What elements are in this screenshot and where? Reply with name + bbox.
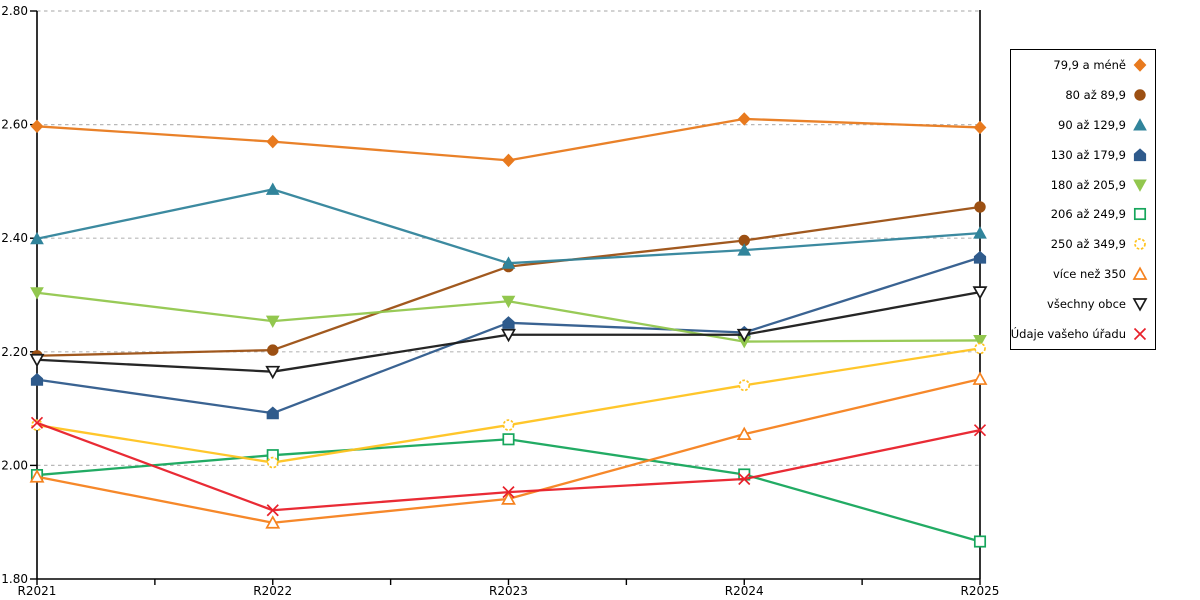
legend-marker-square-icon — [1133, 208, 1147, 221]
x-tick-label: R2022 — [253, 584, 292, 598]
series-7-marker-circle-dashed-icon — [974, 342, 986, 355]
series-3-marker-triangle-up-icon — [737, 243, 752, 256]
legend-marker-diamond-icon — [1133, 58, 1147, 72]
series-3-marker-triangle-up-icon — [973, 226, 987, 239]
legend-item-10: Údaje vašeho úřadu — [1011, 319, 1155, 349]
series-8-marker-triangle-up-icon — [972, 371, 988, 385]
series-1-marker-diamond-icon — [973, 120, 987, 135]
y-tick-label: 2.60 — [1, 118, 28, 132]
series-10-marker-x-icon — [973, 424, 987, 437]
series-5-marker-triangle-down-icon — [973, 334, 987, 348]
series-10-marker-x-icon — [738, 472, 751, 486]
legend-marker-square-glyph — [1133, 208, 1147, 221]
series-line-7 — [35, 347, 982, 464]
legend-label: více než 350 — [1052, 267, 1126, 282]
legend-item-8: více než 350 — [1011, 259, 1155, 289]
series-9-marker-triangle-down-icon — [501, 328, 516, 343]
legend-marker-diamond-glyph — [1133, 58, 1147, 72]
legend-marker-pentagon-glyph — [1133, 147, 1147, 161]
series-4-marker-pentagon-icon — [266, 406, 279, 420]
legend-marker-pentagon-icon — [1133, 147, 1147, 161]
series-1-marker-diamond-icon — [737, 112, 751, 126]
series-2-marker-circle-icon — [974, 201, 986, 213]
series-1-marker-diamond-icon — [266, 134, 280, 149]
legend-label: 250 až 349,9 — [1050, 237, 1126, 252]
legend-label: 90 až 129,9 — [1058, 117, 1126, 132]
series-7-marker-circle-dashed-icon — [502, 419, 515, 431]
legend-label: všechny obce — [1047, 297, 1126, 312]
series-4-marker-pentagon-icon — [973, 250, 987, 264]
legend: 79,9 a méně 80 až 89,9 90 až 129,9 130 až 1… — [1010, 49, 1156, 350]
y-tick-label: 2.00 — [1, 458, 28, 472]
series-3-marker-triangle-up-icon — [265, 182, 280, 195]
series-9-marker-triangle-down-icon — [736, 328, 752, 343]
legend-item-2: 80 až 89,9 — [1011, 80, 1155, 110]
legend-item-1: 79,9 a méně — [1011, 50, 1155, 80]
series-6-marker-square-icon — [502, 433, 515, 446]
y-tick-label: 2.40 — [1, 231, 28, 245]
legend-marker-x-glyph — [1133, 327, 1147, 341]
legend-label: 79,9 a méně — [1053, 57, 1126, 72]
legend-marker-circle-icon — [1134, 89, 1146, 101]
x-tick-label: R2025 — [961, 584, 1000, 598]
series-3-marker-triangle-up-icon — [30, 231, 44, 245]
y-tick-label: 1.80 — [1, 572, 28, 586]
series-8-marker-triangle-up-icon — [29, 469, 45, 483]
legend-marker-triangle-up-glyph — [1133, 117, 1147, 131]
legend-marker-triangle-down-glyph — [1133, 179, 1147, 192]
series-7-marker-circle-dashed-icon — [266, 456, 279, 469]
legend-marker-triangle-down-glyph — [1132, 298, 1148, 312]
legend-marker-triangle-down-icon — [1132, 298, 1148, 312]
legend-marker-triangle-down-icon — [1133, 179, 1147, 192]
series-8-marker-triangle-up-icon — [501, 491, 516, 505]
legend-label: Údaje vašeho úřadu — [1010, 327, 1126, 342]
series-8-marker-triangle-up-icon — [265, 515, 281, 529]
series-4-marker-pentagon-icon — [502, 316, 515, 329]
series-line-6 — [35, 438, 982, 543]
series-9-marker-triangle-down-icon — [972, 286, 988, 300]
legend-item-4: 130 až 179,9 — [1011, 140, 1155, 170]
x-tick-label: R2021 — [18, 584, 57, 598]
legend-label: 206 až 249,9 — [1050, 207, 1126, 222]
legend-item-7: 250 až 349,9 — [1011, 229, 1155, 259]
x-tick-label: R2024 — [725, 584, 764, 598]
legend-item-6: 206 až 249,9 — [1011, 200, 1155, 230]
legend-marker-circle-dashed-icon — [1134, 238, 1146, 251]
legend-marker-x-icon — [1133, 327, 1147, 341]
series-9-marker-triangle-down-icon — [265, 365, 281, 380]
x-tick-label: R2023 — [489, 584, 528, 598]
legend-marker-triangle-up-glyph — [1132, 266, 1148, 281]
series-5-marker-triangle-down-icon — [265, 315, 280, 328]
legend-label: 130 až 179,9 — [1050, 147, 1126, 162]
series-5-marker-triangle-down-icon — [30, 287, 44, 300]
y-tick-label: 2.80 — [1, 4, 28, 18]
series-10-marker-x-icon — [30, 416, 44, 429]
series-2-marker-circle-icon — [267, 344, 279, 356]
series-9-marker-triangle-down-icon — [29, 353, 45, 368]
series-7-marker-circle-dashed-icon — [738, 379, 751, 392]
series-1-marker-diamond-icon — [502, 153, 515, 168]
series-10-marker-x-icon — [266, 504, 279, 517]
legend-label: 80 až 89,9 — [1065, 87, 1126, 102]
legend-item-5: 180 až 205,9 — [1011, 170, 1155, 200]
series-10-marker-x-icon — [502, 485, 515, 499]
series-1-marker-diamond-icon — [30, 119, 44, 134]
legend-item-3: 90 až 129,9 — [1011, 110, 1155, 140]
y-tick-label: 2.20 — [1, 345, 28, 359]
series-8-marker-triangle-up-icon — [736, 426, 752, 441]
legend-marker-triangle-up-icon — [1132, 266, 1148, 281]
legend-marker-circle-glyph — [1134, 89, 1146, 101]
legend-item-9: všechny obce — [1011, 289, 1155, 319]
series-6-marker-square-icon — [973, 535, 987, 548]
legend-marker-circle-dashed-glyph — [1134, 238, 1146, 251]
series-3-marker-triangle-up-icon — [501, 256, 516, 269]
legend-label: 180 až 205,9 — [1050, 177, 1126, 192]
series-5-marker-triangle-down-icon — [501, 295, 516, 309]
legend-marker-triangle-up-icon — [1133, 117, 1147, 131]
series-4-marker-pentagon-icon — [30, 372, 44, 386]
